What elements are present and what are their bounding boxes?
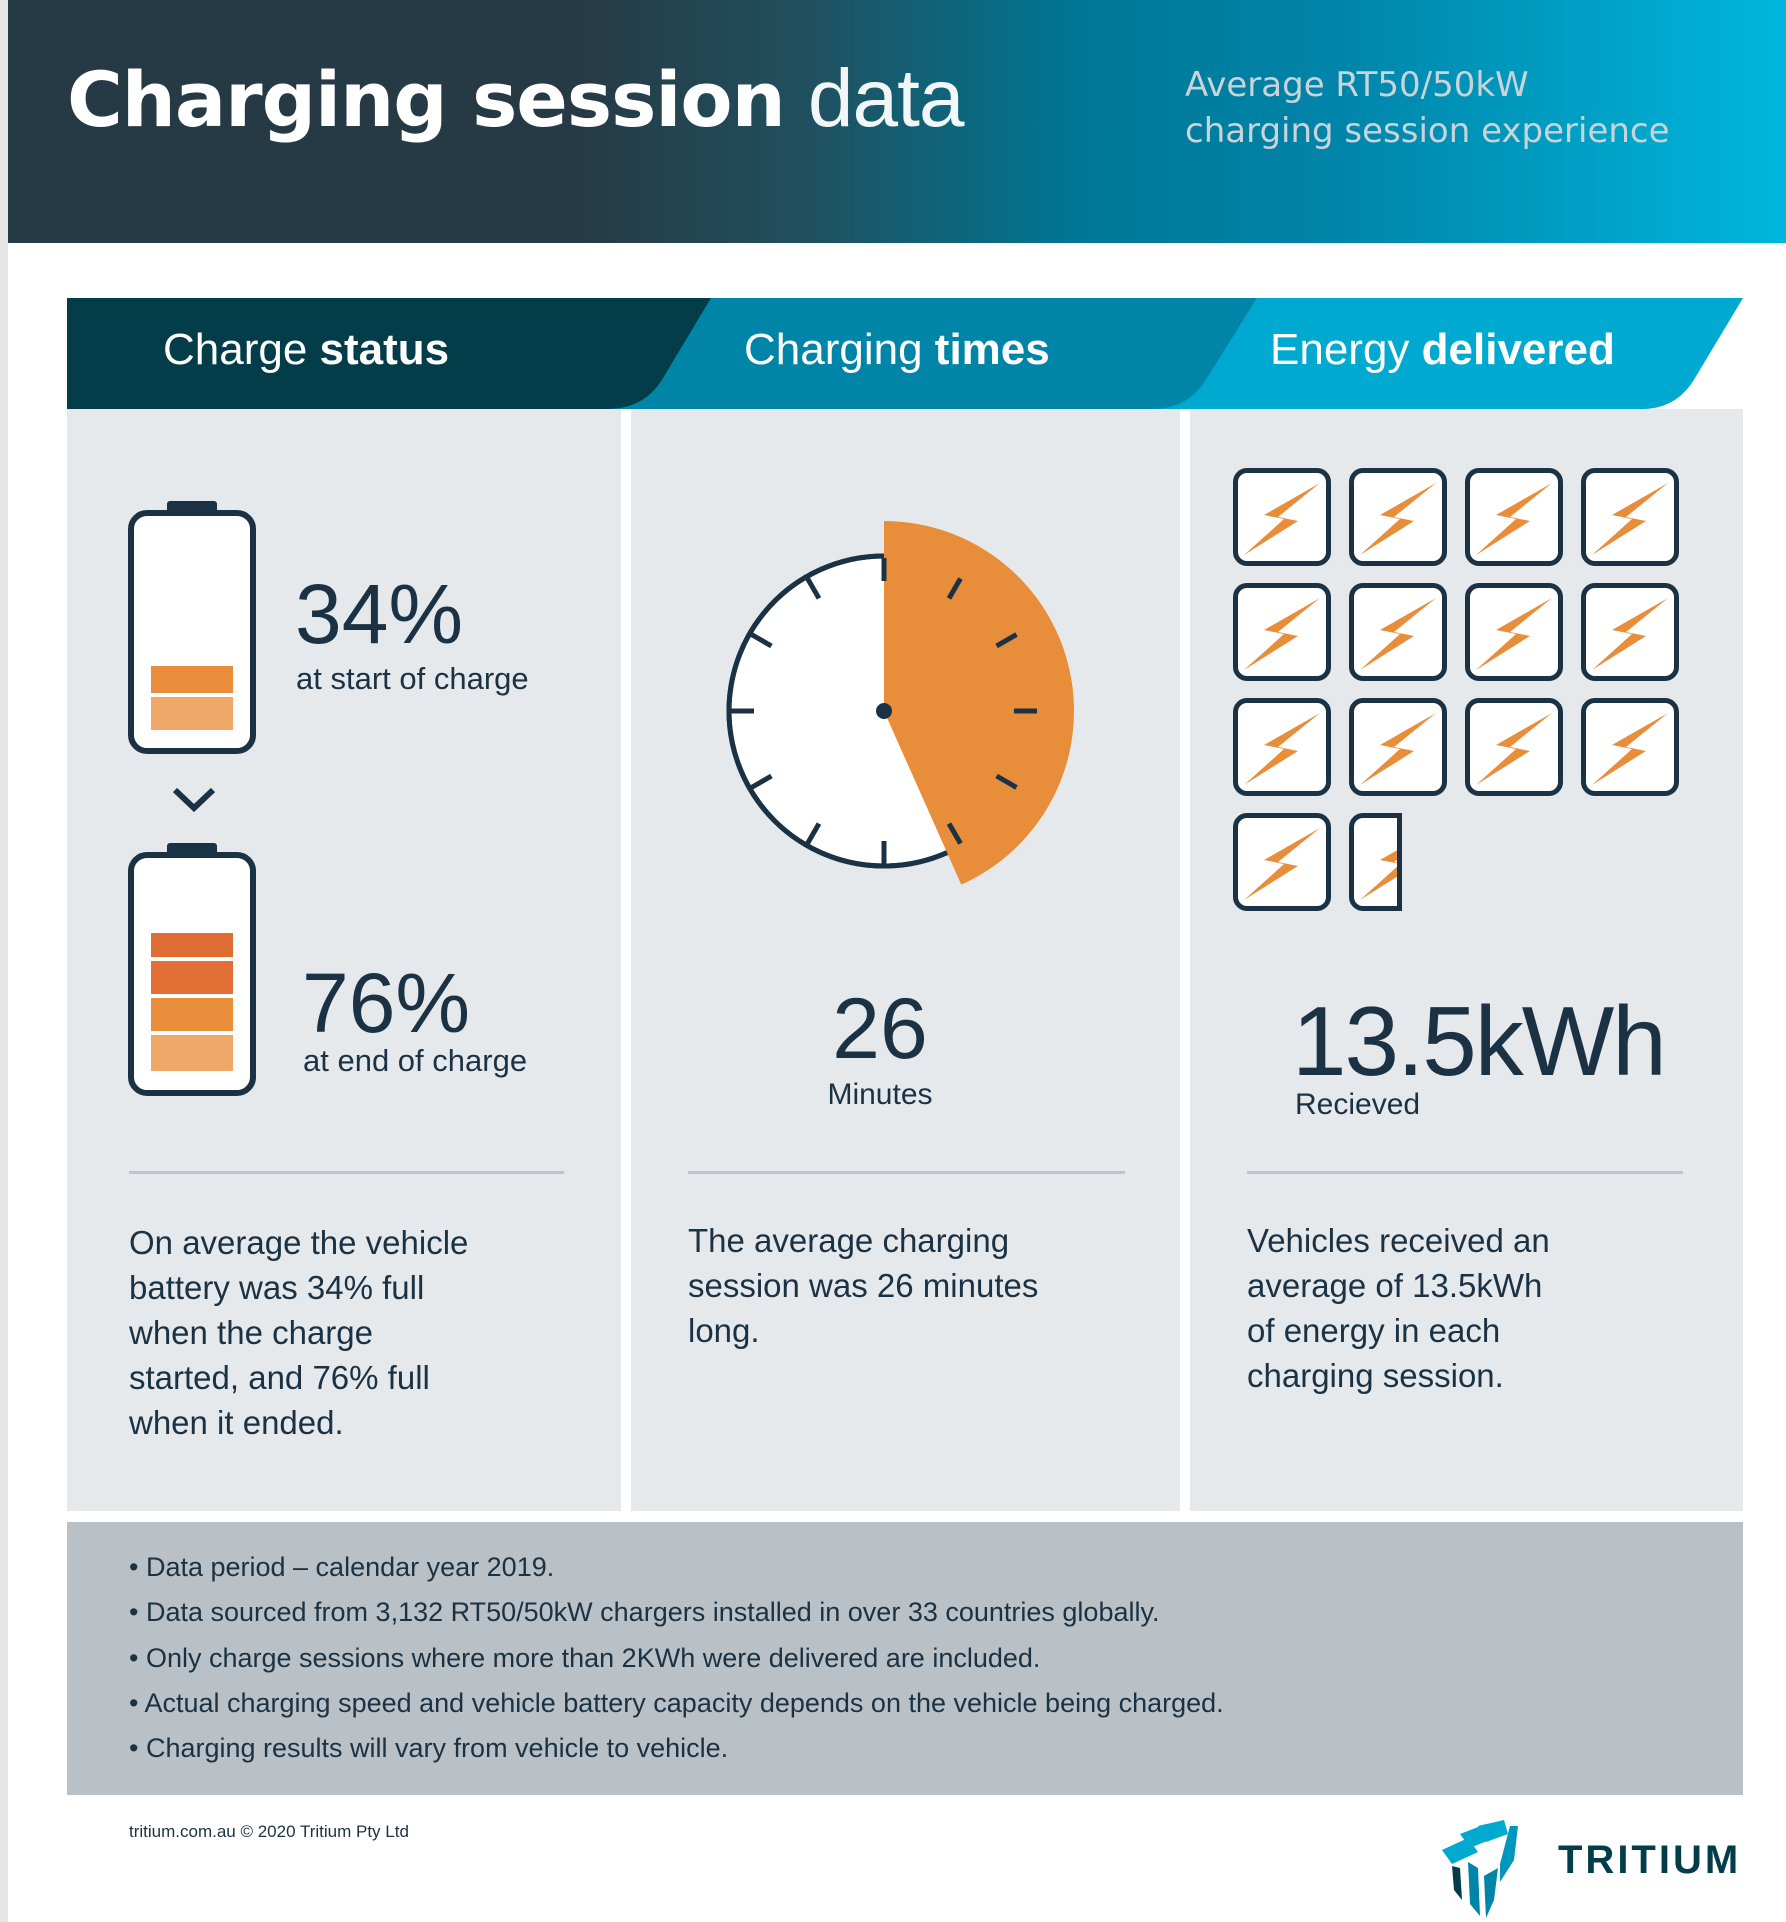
clock-tick — [805, 577, 822, 600]
tritium-logo-icon — [1442, 1820, 1518, 1918]
tab-charge-status: Charge status — [163, 325, 449, 375]
lightning-bolt-icon — [1581, 468, 1679, 566]
charging-times-description: The average charging session was 26 minu… — [688, 1218, 1158, 1353]
title-light: data — [807, 53, 965, 144]
lightning-bolt-icon — [1465, 468, 1563, 566]
clock-tick — [946, 577, 963, 600]
tab-label-bold: times — [934, 325, 1050, 374]
note-item: • Data period – calendar year 2019. — [129, 1552, 555, 1582]
description-line: long. — [688, 1312, 760, 1349]
tab-charge-status-bg — [67, 298, 711, 409]
clock-tick — [995, 632, 1018, 649]
end-charge-label: at end of charge — [303, 1043, 528, 1078]
charging-time-value: 26 — [832, 981, 928, 1077]
subtitle-line: Average RT50/50kW — [1185, 65, 1529, 105]
tab-label-bold: status — [319, 325, 450, 374]
section-tabs — [67, 298, 1743, 409]
charge-status-description: On average the vehicle battery was 34% f… — [129, 1220, 599, 1445]
lightning-bolt-icon — [1465, 698, 1563, 796]
description-line: when the charge — [129, 1314, 374, 1351]
note-item: • Data sourced from 3,132 RT50/50kW char… — [129, 1597, 1160, 1627]
title-bold: Charging session — [67, 55, 786, 144]
end-charge-value: 76% — [302, 956, 471, 1050]
clock-center-dot — [876, 703, 892, 719]
clock-tick — [995, 773, 1018, 790]
tab-label-light: Charge — [163, 325, 308, 374]
battery-end-icon — [128, 843, 256, 1096]
description-line: started, and 76% full — [129, 1359, 430, 1396]
description-line: Vehicles received an — [1247, 1222, 1550, 1259]
divider — [1247, 1171, 1683, 1174]
charging-time-unit: Minutes — [827, 1078, 933, 1111]
lightning-bolt-icon — [1581, 583, 1679, 681]
lightning-bolt-icon — [1465, 583, 1563, 681]
clock-tick — [805, 822, 822, 845]
description-line: of energy in each — [1247, 1312, 1501, 1349]
lightning-bolt-icon — [1581, 698, 1679, 796]
clock-ticks — [731, 558, 1037, 864]
lightning-bolt-icon — [1233, 698, 1331, 796]
lightning-bolt-icon — [1349, 698, 1447, 796]
lightning-bolt-icon — [1349, 813, 1402, 911]
clock-tick — [750, 773, 773, 790]
header-banner — [8, 0, 1786, 243]
start-charge-value: 34% — [295, 567, 464, 661]
description-line: The average charging — [688, 1222, 1010, 1259]
tab-label-light: Energy — [1270, 325, 1410, 374]
lightning-bolt-icon — [1233, 583, 1331, 681]
clock-tick — [750, 632, 773, 649]
description-line: On average the vehicle — [129, 1224, 469, 1261]
tab-energy-delivered: Energy delivered — [1270, 325, 1615, 375]
subtitle-line: charging session experience — [1185, 111, 1670, 151]
copyright-text: tritium.com.au © 2020 Tritium Pty Ltd — [129, 1822, 409, 1841]
lightning-bolt-icon — [1349, 583, 1447, 681]
divider — [129, 1171, 564, 1174]
description-line: session was 26 minutes — [688, 1267, 1039, 1304]
tritium-logo-text: TRITIUM — [1558, 1838, 1742, 1882]
lightning-bolt-icon — [1349, 468, 1447, 566]
page-subtitle: Average RT50/50kW charging session experi… — [1185, 62, 1745, 154]
tab-label-bold: delivered — [1421, 325, 1615, 374]
page-edge — [0, 0, 8, 1922]
energy-label: Recieved — [1295, 1088, 1421, 1121]
note-item: • Charging results will vary from vehicl… — [129, 1733, 729, 1763]
note-item: • Actual charging speed and vehicle batt… — [129, 1688, 1224, 1718]
description-line: battery was 34% full — [129, 1269, 425, 1306]
chevron-down-icon — [172, 787, 216, 813]
energy-delivered-description: Vehicles received an average of 13.5kWh … — [1247, 1218, 1717, 1398]
tab-charging-times: Charging times — [744, 325, 1050, 375]
battery-start-icon — [128, 501, 256, 754]
lightning-bolt-icon — [1233, 813, 1331, 911]
clock-icon — [726, 521, 1074, 885]
page-title: Charging session data — [67, 52, 965, 146]
clock-tick — [946, 822, 963, 845]
description-line: average of 13.5kWh — [1247, 1267, 1543, 1304]
description-line: when it ended. — [129, 1404, 344, 1441]
battery-icons — [128, 501, 256, 1096]
tab-label-light: Charging — [744, 325, 923, 374]
description-line: charging session. — [1247, 1357, 1504, 1394]
elapsed-time-wedge — [884, 521, 1074, 885]
note-item: • Only charge sessions where more than 2… — [129, 1643, 1041, 1673]
energy-value: 13.5kWh — [1292, 986, 1667, 1096]
divider — [688, 1171, 1125, 1174]
clock-rim — [726, 553, 949, 869]
lightning-bolt-icon — [1233, 468, 1331, 566]
start-charge-label: at start of charge — [296, 661, 529, 696]
notes-box — [67, 1522, 1743, 1795]
